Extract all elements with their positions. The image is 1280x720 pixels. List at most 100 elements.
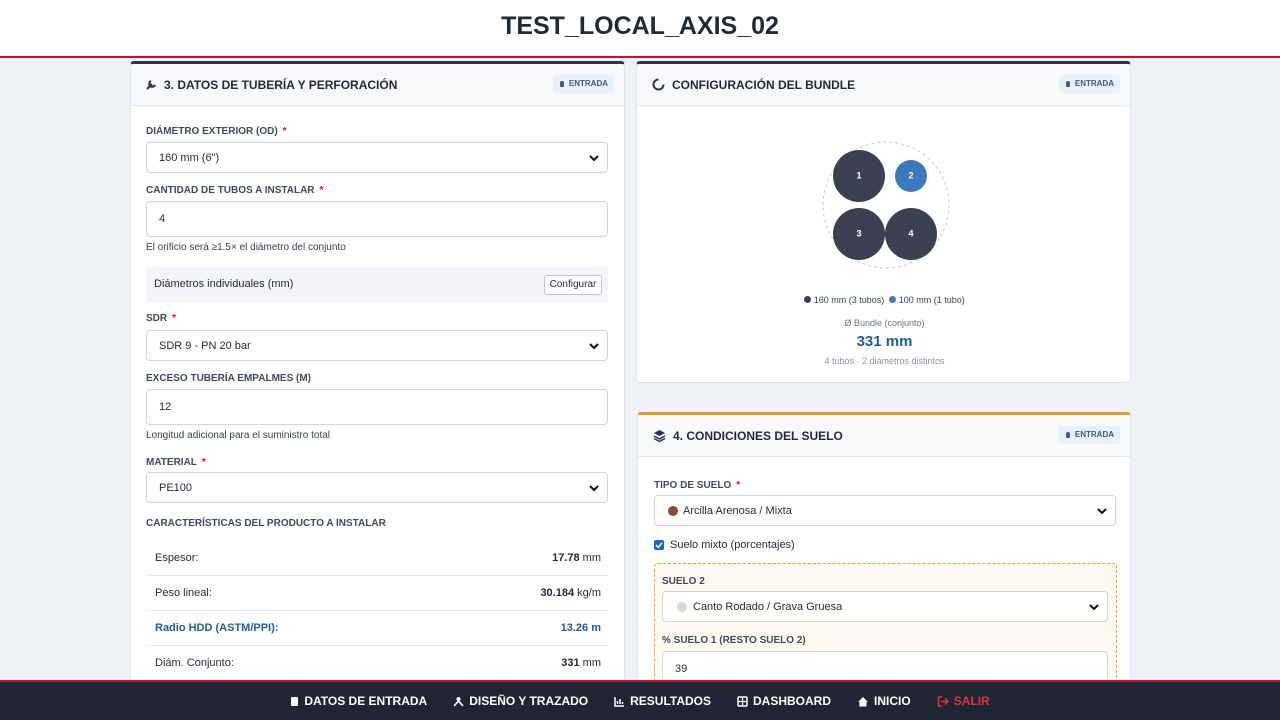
chevron (589, 484, 599, 491)
label-text: DIÁMETRO EXTERIOR (OD) (146, 126, 278, 137)
nav-icon (858, 696, 869, 706)
label-text: CANTIDAD DE TUBOS A INSTALAR (146, 185, 315, 196)
legend-entry: 160 mm (3 tubos) (813, 295, 885, 305)
legend-swatch (804, 296, 812, 303)
required-mark: * (282, 126, 287, 137)
char-label: Diám. Conjunto: (155, 657, 234, 669)
nav-exit[interactable]: SALIR (937, 694, 990, 708)
field-label: MATERIAL * (146, 457, 206, 468)
sdr-select[interactable]: SDR 9 - PN 20 bar (146, 330, 608, 361)
required-mark: * (201, 457, 206, 468)
page-title: TEST_LOCAL_AXIS_02 (501, 12, 779, 40)
diameters-box: Diámetros individuales (mm) Configurar (146, 267, 608, 303)
unit: mm (582, 657, 601, 669)
bundle-diagram: 1 2 3 4 (822, 141, 950, 269)
mixed-checkbox[interactable]: Suelo mixto (porcentajes) (654, 539, 795, 551)
tube-label: 3 (856, 228, 861, 238)
soil-icon (677, 602, 687, 612)
bundle-summary: 4 tubos · 2 diámetros distintos (824, 356, 945, 366)
section-title: CARACTERÍSTICAS DEL PRODUCTO A INSTALAR (146, 518, 386, 529)
qty-input[interactable]: 4 (146, 201, 608, 237)
nav-item[interactable]: DISEÑO Y TRAZADO (453, 694, 588, 708)
soil-type-select[interactable]: Arcilla Arenosa / Mixta (654, 495, 1116, 526)
legend-entry: 100 mm (1 tubo) (898, 295, 965, 305)
layers-icon (653, 430, 666, 442)
od-select[interactable]: 160 mm (6") (146, 142, 608, 173)
select-value: SDR 9 - PN 20 bar (159, 340, 251, 352)
panel-title: 4. CONDICIONES DEL SUELO (673, 429, 843, 443)
field-label: CANTIDAD DE TUBOS A INSTALAR * (146, 185, 323, 196)
excess-input[interactable]: 12 (146, 389, 608, 425)
required-mark: * (319, 185, 324, 196)
badge: ENTRADA (1058, 75, 1120, 93)
soil-panel: 4. CONDICIONES DEL SUELO ENTRADA TIPO DE… (637, 412, 1131, 712)
hint: El orificio será ≥1.5× el diámetro del c… (146, 242, 346, 253)
char-value: 331 mm (561, 646, 601, 681)
required-mark: * (172, 313, 177, 324)
panel-header: 4. CONDICIONES DEL SUELO ENTRADA (638, 415, 1130, 457)
spinner-icon (652, 78, 665, 91)
soil2-select[interactable]: Canto Rodado / Grava Gruesa (662, 591, 1108, 622)
chevron (589, 342, 599, 349)
label-text: SDR (146, 313, 168, 324)
field-label: EXCESO TUBERÍA EMPALMES (M) (146, 373, 312, 384)
wrench-icon (146, 80, 156, 90)
panel-title: 3. DATOS DE TUBERÍA Y PERFORACIÓN (164, 78, 398, 92)
value: 331 (561, 657, 580, 669)
char-row: Espesor: 17.78 mm (146, 541, 608, 576)
tube (885, 208, 937, 260)
header: TEST_LOCAL_AXIS_02 (0, 0, 1280, 58)
nav-icon (737, 695, 748, 707)
tube (833, 208, 885, 260)
checkbox[interactable] (654, 540, 664, 550)
field-label: SDR * (146, 313, 176, 324)
value: 30.184 (540, 587, 575, 599)
nav-item[interactable]: RESULTADOS (614, 694, 711, 708)
panel-header: 3. DATOS DE TUBERÍA Y PERFORACIÓN ENTRAD… (131, 64, 624, 106)
nav-item[interactable]: INICIO (857, 694, 911, 708)
material-select[interactable]: PE100 (146, 472, 608, 503)
chevron (1097, 507, 1107, 514)
label-text: TIPO DE SUELO (654, 480, 732, 491)
unit: mm (582, 552, 601, 564)
diameters-label: Diámetros individuales (mm) (154, 278, 294, 290)
char-label: Peso lineal: (155, 587, 212, 599)
char-label: Espesor: (155, 552, 199, 564)
nav-label: INICIO (874, 694, 911, 708)
chevron (589, 154, 599, 161)
soil-icon (668, 506, 678, 516)
nav-icon (937, 695, 949, 707)
nav-item[interactable]: DATOS DE ENTRADA (290, 694, 427, 708)
badge: ENTRADA (552, 75, 614, 93)
char-label: Radio HDD (ASTM/PPI): (155, 622, 279, 634)
legend: 160 mm (3 tubos) 100 mm (1 tubo) (637, 295, 1130, 305)
field-label: TIPO DE SUELO * (654, 480, 740, 491)
nav-item[interactable]: DASHBOARD (737, 694, 831, 708)
field-label: DIÁMETRO EXTERIOR (OD) * (146, 126, 287, 137)
checkbox-label: Suelo mixto (porcentajes) (670, 539, 795, 551)
panel-header: CONFIGURACIÓN DEL BUNDLE ENTRADA (637, 64, 1130, 106)
char-value: 30.184 kg/m (540, 576, 601, 611)
nav-label: DISEÑO Y TRAZADO (469, 694, 589, 708)
tube-label: 2 (908, 170, 913, 180)
chevron (1089, 603, 1099, 610)
required-mark: * (736, 480, 741, 491)
pipe-panel: 3. DATOS DE TUBERÍA Y PERFORACIÓN ENTRAD… (130, 61, 625, 701)
hint: Longitud adicional para el suministro to… (146, 430, 330, 441)
nav-icon (291, 696, 299, 706)
select-value: PE100 (159, 482, 193, 494)
nav-icon (614, 696, 625, 707)
nav-label: DASHBOARD (753, 694, 832, 708)
select-value: Arcilla Arenosa / Mixta (683, 505, 792, 517)
nav-label: SALIR (953, 694, 990, 708)
unit: kg/m (577, 587, 601, 599)
nav-label: RESULTADOS (630, 694, 712, 708)
tube (895, 160, 927, 192)
configure-button[interactable]: Configurar (544, 275, 602, 295)
panel-title: CONFIGURACIÓN DEL BUNDLE (672, 78, 856, 92)
input-value: 39 (675, 663, 688, 675)
tube-label: 1 (856, 170, 861, 180)
legend-swatch (889, 296, 897, 303)
